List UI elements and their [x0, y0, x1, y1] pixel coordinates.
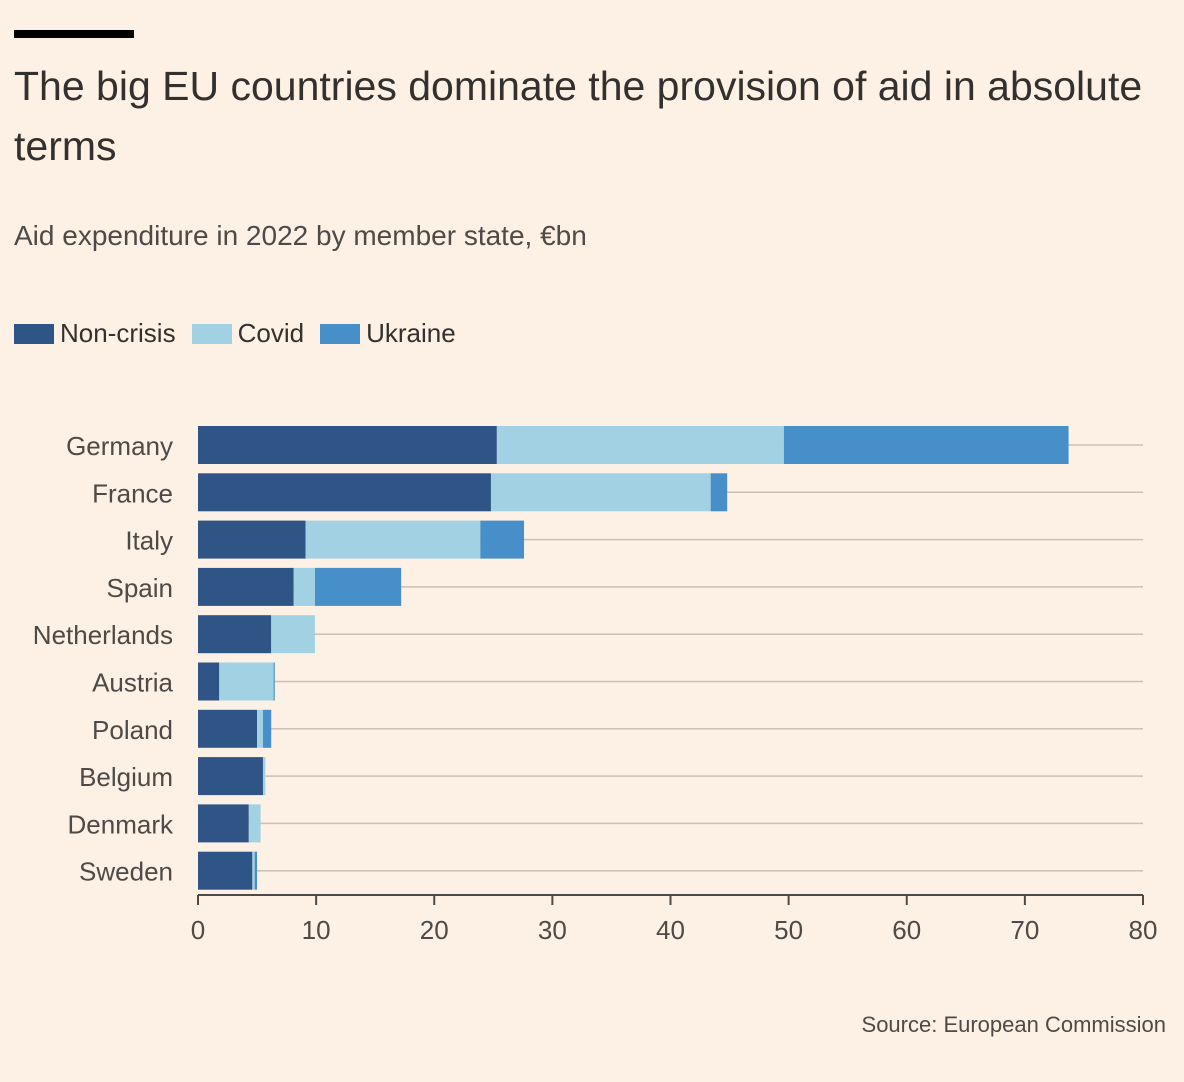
header-rule — [14, 30, 134, 38]
bar-covid — [271, 615, 315, 654]
x-tick-label: 0 — [191, 915, 205, 945]
bar-non-crisis — [198, 757, 263, 796]
bar-non-crisis — [198, 426, 497, 464]
bar-ukraine — [262, 709, 272, 748]
category-label: Poland — [92, 715, 173, 745]
legend-label-ukraine: Ukraine — [366, 318, 456, 348]
x-tick-label: 80 — [1129, 915, 1158, 945]
bar-ukraine — [254, 851, 258, 890]
x-tick-label: 60 — [892, 915, 921, 945]
bar-covid — [262, 757, 266, 796]
category-label: Austria — [92, 668, 173, 698]
bar-ukraine — [710, 473, 728, 512]
bar-ukraine — [783, 426, 1069, 464]
x-tick-label: 10 — [302, 915, 331, 945]
bar-ukraine — [314, 567, 402, 606]
legend-label-covid: Covid — [237, 318, 305, 348]
bar-covid — [496, 426, 784, 464]
bar-ukraine — [480, 520, 525, 559]
bar-non-crisis — [198, 567, 294, 606]
bar-non-crisis — [198, 615, 272, 654]
legend: Non-crisis Covid Ukraine — [14, 318, 472, 349]
category-label: France — [92, 478, 173, 508]
bar-covid — [490, 473, 711, 512]
bar-non-crisis — [198, 709, 258, 748]
legend-item-covid: Covid — [191, 318, 305, 349]
category-label: Germany — [66, 431, 173, 461]
category-label: Belgium — [79, 762, 173, 792]
bar-non-crisis — [198, 662, 220, 701]
legend-label-non-crisis: Non-crisis — [60, 318, 176, 348]
legend-item-non-crisis: Non-crisis — [14, 318, 176, 349]
category-label: Netherlands — [33, 620, 173, 650]
x-tick-label: 50 — [774, 915, 803, 945]
legend-swatch-non-crisis — [14, 323, 54, 344]
bar-non-crisis — [198, 851, 253, 890]
chart-subtitle: Aid expenditure in 2022 by member state,… — [14, 220, 587, 251]
x-tick-label: 40 — [656, 915, 685, 945]
bar-covid — [252, 851, 255, 890]
x-tick-label: 30 — [538, 915, 567, 945]
legend-swatch-ukraine — [320, 323, 361, 344]
bar-ukraine — [273, 662, 275, 701]
category-label: Italy — [125, 526, 173, 556]
category-label: Spain — [107, 573, 174, 603]
x-tick-label: 70 — [1010, 915, 1039, 945]
category-label: Sweden — [79, 857, 173, 887]
bar-covid — [305, 520, 481, 559]
bar-covid — [293, 567, 315, 606]
legend-swatch-covid — [191, 323, 232, 344]
bar-covid — [219, 662, 274, 701]
source-note: Source: European Commission — [861, 1012, 1166, 1037]
x-tick-label: 20 — [420, 915, 449, 945]
bar-non-crisis — [198, 473, 491, 512]
category-label: Denmark — [68, 809, 174, 839]
chart-title: The big EU countries dominate the provis… — [14, 63, 1143, 169]
bar-non-crisis — [198, 520, 306, 559]
legend-item-ukraine: Ukraine — [320, 318, 456, 349]
bar-non-crisis — [198, 804, 249, 843]
bar-covid — [257, 709, 263, 748]
bar-covid — [248, 804, 261, 843]
